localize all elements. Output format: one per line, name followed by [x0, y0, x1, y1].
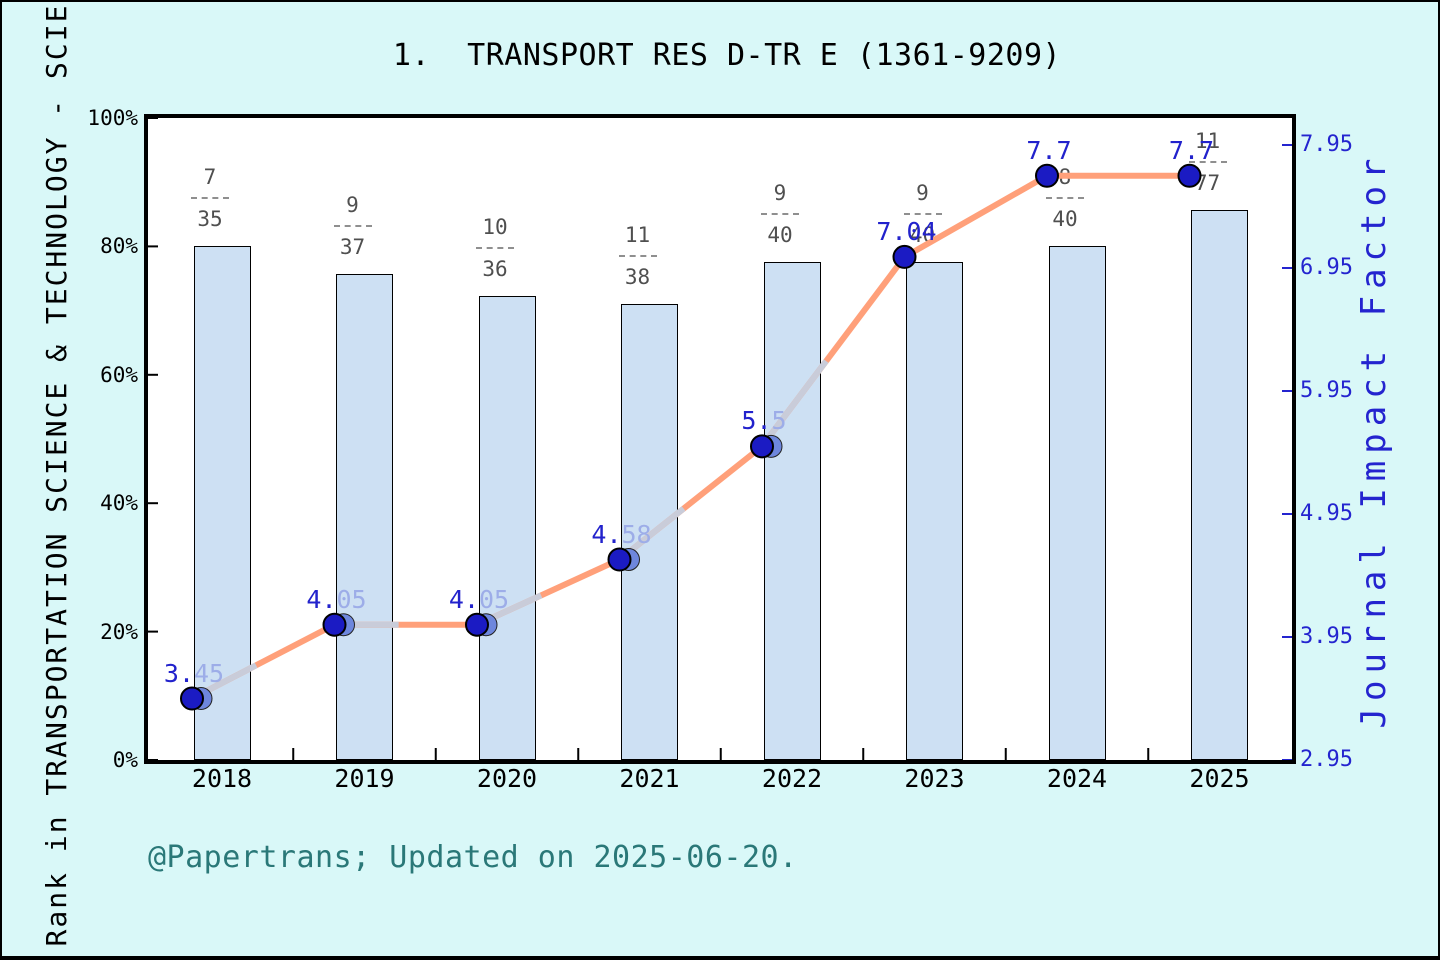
- fraction-bar: [476, 247, 514, 250]
- plot-inner: 7 35 9 37 10 36 11 38 9 40 9 40 8 40 11 77 3.45 4.05 4.05 4…: [148, 118, 1292, 760]
- jif-label-light: 45: [194, 658, 225, 688]
- jif-point-2018: [180, 686, 204, 711]
- fraction-bar: [761, 213, 799, 216]
- jif-label-dark: 3.: [163, 658, 194, 688]
- fraction-numerator: 10: [482, 215, 508, 240]
- chart-title: 1. TRANSPORT RES D-TR E (1361-9209): [392, 38, 1062, 73]
- fraction-numerator: 11: [1194, 128, 1221, 153]
- y-right-tick-label: 6.95: [1300, 255, 1353, 280]
- x-tick-label-2024: 2024: [1046, 764, 1108, 793]
- jif-point-2021: [607, 547, 632, 572]
- fraction-label-2021: 11 38: [618, 222, 657, 289]
- y-right-tick-label: 3.95: [1300, 624, 1353, 649]
- fraction-bar: [1188, 160, 1227, 163]
- y-left-tick-label: 40%: [100, 491, 138, 516]
- x-tick-label-2025: 2025: [1189, 764, 1250, 793]
- jif-label-light: 5: [771, 406, 787, 436]
- bar-2023: [906, 262, 963, 760]
- jif-point-2022: [750, 434, 774, 459]
- jif-label-dark: 7.7: [1168, 135, 1215, 165]
- x-tick-label-2023: 2023: [904, 764, 965, 793]
- fraction-bar: [903, 213, 942, 216]
- fraction-denominator: 36: [482, 257, 508, 282]
- y-right-tick-label: 2.95: [1300, 747, 1353, 772]
- fraction-bar: [618, 254, 657, 257]
- plot-area: 7 35 9 37 10 36 11 38 9 40 9 40 8 40 11 77 3.45 4.05 4.05 4…: [144, 114, 1296, 764]
- y-right-tick-label: 4.95: [1300, 501, 1353, 526]
- jif-point-label-2020: 4.05: [448, 584, 510, 614]
- x-tick-label-2020: 2020: [476, 764, 538, 793]
- jif-label-dark: 7.04: [876, 216, 937, 246]
- x-tick-label-2022: 2022: [761, 764, 823, 793]
- x-tick-label-2018: 2018: [191, 764, 253, 793]
- jif-label-light: 58: [621, 519, 652, 549]
- jif-label-dark: 5.: [741, 406, 772, 436]
- jif-point-label-2019: 4.05: [306, 584, 367, 614]
- bar-2021: [621, 303, 678, 760]
- x-tick-label-2019: 2019: [334, 764, 395, 793]
- fraction-label-2020: 10 36: [476, 216, 514, 280]
- fraction-bar: [333, 225, 372, 227]
- jif-point-2020: [465, 612, 489, 637]
- fraction-label-2019: 9 37: [333, 193, 372, 259]
- jif-label-dark: 4.: [591, 519, 622, 549]
- fraction-numerator: 9: [346, 193, 359, 217]
- jif-label-dark: 4.: [448, 584, 479, 614]
- footer-credit: @Papertrans; Updated on 2025-06-20.: [148, 840, 798, 875]
- y-right-tick-label: 5.95: [1300, 378, 1353, 403]
- jif-point-2024: [1035, 163, 1059, 188]
- fraction-numerator: 9: [916, 181, 929, 206]
- y-left-tick-label: 80%: [100, 234, 138, 259]
- fraction-numerator: 11: [624, 222, 651, 247]
- bar-2025: [1191, 209, 1248, 760]
- fraction-denominator: 38: [624, 264, 651, 289]
- jif-line-chart: [148, 118, 1292, 760]
- bar-2020: [478, 296, 536, 760]
- y-left-tick-label: 20%: [100, 619, 138, 644]
- fraction-denominator: 35: [197, 207, 223, 232]
- x-tick-label-2021: 2021: [619, 764, 680, 793]
- fraction-label-2022: 9 40: [761, 182, 799, 246]
- jif-point-label-2018: 3.45: [163, 658, 225, 688]
- jif-label-light: 05: [479, 584, 510, 614]
- jif-point-2023: [892, 244, 917, 269]
- fraction-numerator: 7: [203, 165, 217, 190]
- bar-2022: [763, 262, 821, 760]
- fraction-label-2018: 7 35: [191, 166, 229, 230]
- left-axis-title: Rank in TRANSPORTATION SCIENCE & TECHNOL…: [40, 3, 73, 947]
- y-right-tick-label: 7.95: [1300, 132, 1353, 157]
- jif-label-dark: 4.: [306, 584, 337, 614]
- jif-point-2025: [1177, 163, 1202, 188]
- jif-point-label-2025: 7.7: [1168, 135, 1215, 165]
- fraction-bar: [191, 197, 229, 200]
- fraction-denominator: 37: [339, 235, 366, 259]
- jif-point-label-2023: 7.04: [876, 216, 937, 246]
- jif-label-light: 05: [336, 584, 367, 614]
- jif-point-label-2022: 5.5: [741, 408, 786, 434]
- jif-label-dark: 7.7: [1026, 135, 1072, 165]
- right-axis-title: Journal Impact Factor: [1354, 151, 1394, 729]
- y-left-tick-label: 0%: [112, 748, 138, 772]
- y-left-tick-label: 60%: [100, 362, 138, 387]
- jif-point-label-2024: 7.7: [1026, 135, 1072, 165]
- fraction-numerator: 9: [773, 181, 787, 206]
- bar-2024: [1048, 246, 1106, 760]
- fraction-denominator: 40: [767, 223, 793, 248]
- jif-line-gray-segment: [759, 359, 829, 449]
- bar-2019: [336, 274, 393, 760]
- jif-point-2019: [322, 612, 347, 637]
- jif-point-label-2021: 4.58: [591, 519, 652, 549]
- fraction-denominator: 40: [1052, 207, 1078, 232]
- y-left-tick-label: 100%: [87, 106, 138, 130]
- fraction-bar: [1046, 197, 1084, 200]
